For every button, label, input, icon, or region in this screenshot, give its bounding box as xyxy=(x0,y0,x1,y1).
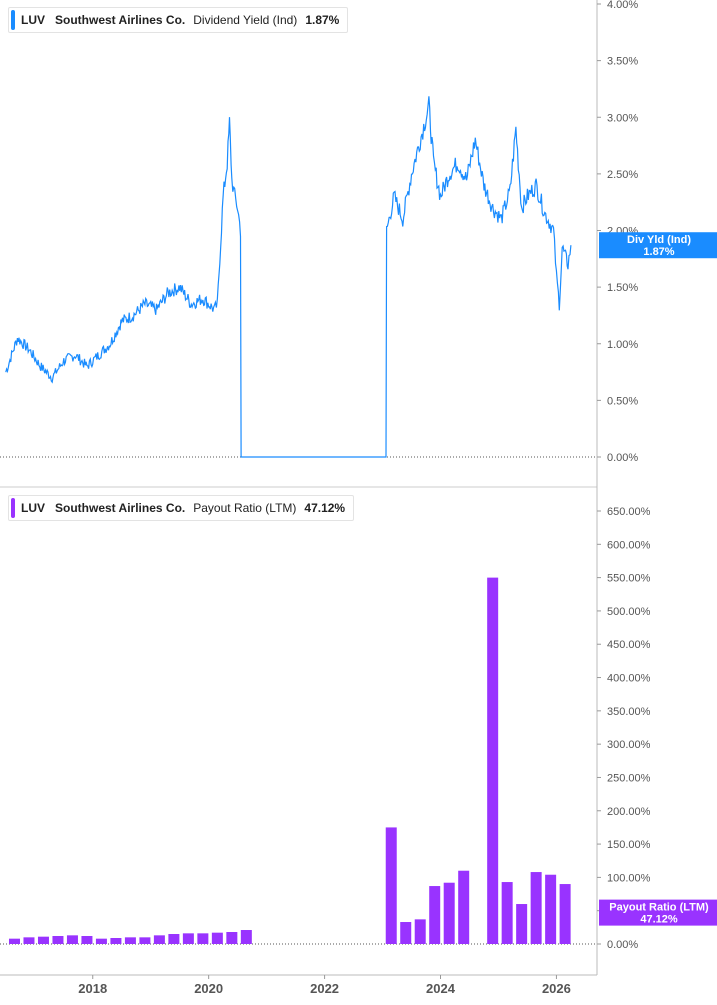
top-legend-value: 1.87% xyxy=(305,13,340,27)
yield-ytick-label: 0.50% xyxy=(607,395,638,407)
payout-value-flag: Payout Ratio (LTM)47.12% xyxy=(599,899,717,926)
yield-ytick-label: 1.00% xyxy=(607,339,638,351)
bottom-legend-company: Southwest Airlines Co. xyxy=(55,501,186,515)
payout-bar xyxy=(66,935,78,944)
payout-bar xyxy=(110,938,122,944)
xtick-label: 2018 xyxy=(78,981,107,996)
xtick-label: 2022 xyxy=(310,981,339,996)
top-legend-metric: Dividend Yield (Ind) xyxy=(193,13,298,27)
payout-ytick-label: 650.00% xyxy=(607,506,651,518)
bottom-legend-metric: Payout Ratio (LTM) xyxy=(193,501,297,515)
payout-ytick-label: 0.00% xyxy=(607,939,638,951)
yield-ytick-label: 3.50% xyxy=(607,56,638,68)
payout-flag-label: Payout Ratio (LTM) xyxy=(609,902,709,914)
bottom-legend-ticker: LUV xyxy=(21,501,45,515)
top-legend-swatch xyxy=(11,10,15,30)
payout-bar xyxy=(197,933,209,944)
payout-ytick-label: 250.00% xyxy=(607,772,651,784)
payout-bar xyxy=(182,933,194,944)
yield-flag-label: Div Yld (Ind) xyxy=(627,234,691,246)
bottom-legend[interactable]: LUV Southwest Airlines Co. Payout Ratio … xyxy=(8,495,355,521)
payout-ytick-label: 100.00% xyxy=(607,872,651,884)
payout-bar xyxy=(81,936,93,944)
yield-value-flag: Div Yld (Ind)1.87% xyxy=(599,232,717,259)
payout-bar xyxy=(487,577,499,944)
payout-ytick-label: 600.00% xyxy=(607,539,651,551)
payout-ytick-label: 550.00% xyxy=(607,573,651,585)
xtick-label: 2026 xyxy=(542,981,571,996)
yield-ytick-label: 3.00% xyxy=(607,112,638,124)
payout-bar xyxy=(400,922,412,944)
payout-ytick-label: 450.00% xyxy=(607,639,651,651)
payout-bar xyxy=(8,938,20,944)
payout-bar xyxy=(37,936,49,944)
payout-bar xyxy=(23,937,35,944)
payout-bar xyxy=(139,937,151,944)
payout-bar xyxy=(530,872,542,944)
yield-ytick-label: 0.00% xyxy=(607,452,638,464)
yield-ytick-label: 4.00% xyxy=(607,0,638,11)
payout-bar xyxy=(443,882,455,944)
payout-bar xyxy=(458,870,470,944)
xtick-label: 2024 xyxy=(426,981,456,996)
payout-ytick-label: 200.00% xyxy=(607,806,651,818)
payout-bar xyxy=(168,934,180,944)
payout-bar xyxy=(414,919,426,944)
payout-bar xyxy=(385,827,397,944)
bottom-legend-swatch xyxy=(11,498,15,518)
payout-bar xyxy=(559,884,571,944)
payout-ytick-label: 500.00% xyxy=(607,606,651,618)
payout-ytick-label: 150.00% xyxy=(607,839,651,851)
payout-bar xyxy=(124,937,136,944)
payout-bar xyxy=(545,874,557,944)
top-legend[interactable]: LUV Southwest Airlines Co. Dividend Yiel… xyxy=(8,7,349,33)
bottom-legend-value: 47.12% xyxy=(304,501,346,515)
yield-ytick-label: 1.50% xyxy=(607,282,638,294)
payout-flag-bg xyxy=(599,899,717,926)
yield-series-line xyxy=(5,96,572,458)
yield-flag-bg xyxy=(599,232,717,259)
payout-bar xyxy=(516,904,528,944)
payout-bar xyxy=(211,932,223,944)
payout-bar xyxy=(501,882,513,944)
xtick-label: 2020 xyxy=(194,981,223,996)
payout-bar xyxy=(95,938,107,944)
payout-bar xyxy=(226,932,238,944)
yield-flag-value: 1.87% xyxy=(643,246,674,258)
payout-ytick-label: 400.00% xyxy=(607,673,651,685)
payout-bar xyxy=(52,936,64,944)
payout-ytick-label: 350.00% xyxy=(607,706,651,718)
yield-ytick-label: 2.50% xyxy=(607,169,638,181)
payout-bar xyxy=(153,935,165,944)
payout-bar xyxy=(240,930,252,944)
payout-ytick-label: 300.00% xyxy=(607,739,651,751)
payout-flag-value: 47.12% xyxy=(640,914,678,926)
top-legend-ticker: LUV xyxy=(21,13,45,27)
top-legend-company: Southwest Airlines Co. xyxy=(55,13,186,27)
payout-bar xyxy=(429,886,441,944)
